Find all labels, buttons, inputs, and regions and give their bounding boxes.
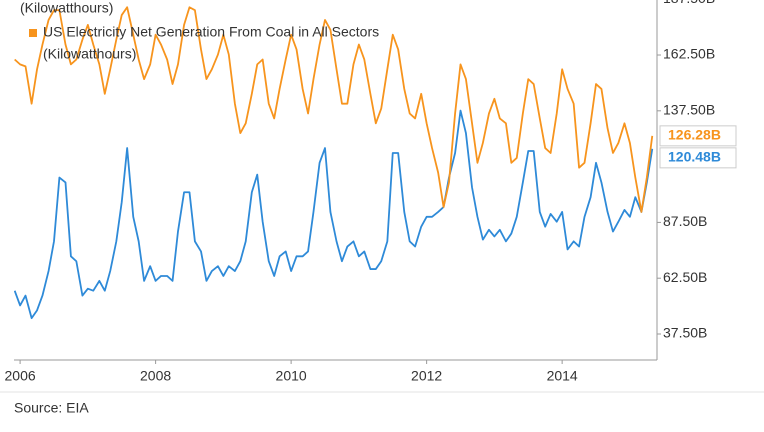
y-tick-label: 37.50B [663, 325, 707, 341]
legend-unit: (Kilowatthours) [43, 46, 136, 62]
end-label-box [659, 147, 737, 169]
x-tick-label: 2012 [411, 368, 442, 384]
source: Source: EIA [14, 400, 89, 416]
y-tick-label: 62.50B [663, 269, 707, 285]
end-label: 120.48B [668, 149, 721, 165]
x-tick-label: 2010 [276, 368, 307, 384]
end-label: 126.28B [668, 127, 721, 143]
y-tick-label: 187.50B [663, 0, 715, 6]
x-tick-label: 2014 [547, 368, 578, 384]
series-line [14, 109, 654, 320]
y-tick-label: 87.50B [663, 213, 707, 229]
plot-area [14, 6, 654, 320]
legend-unit: (Kilowatthours) [20, 0, 113, 16]
x-tick-label: 2006 [5, 368, 36, 384]
end-label-box [659, 125, 737, 147]
legend-label: US Electricity Net Generation From Coal … [43, 24, 379, 40]
y-tick-label: 162.50B [663, 46, 715, 62]
y-tick-label: 137.50B [663, 102, 715, 118]
x-tick-label: 2008 [140, 368, 171, 384]
legend-swatch [29, 29, 37, 37]
series-line [14, 6, 654, 213]
